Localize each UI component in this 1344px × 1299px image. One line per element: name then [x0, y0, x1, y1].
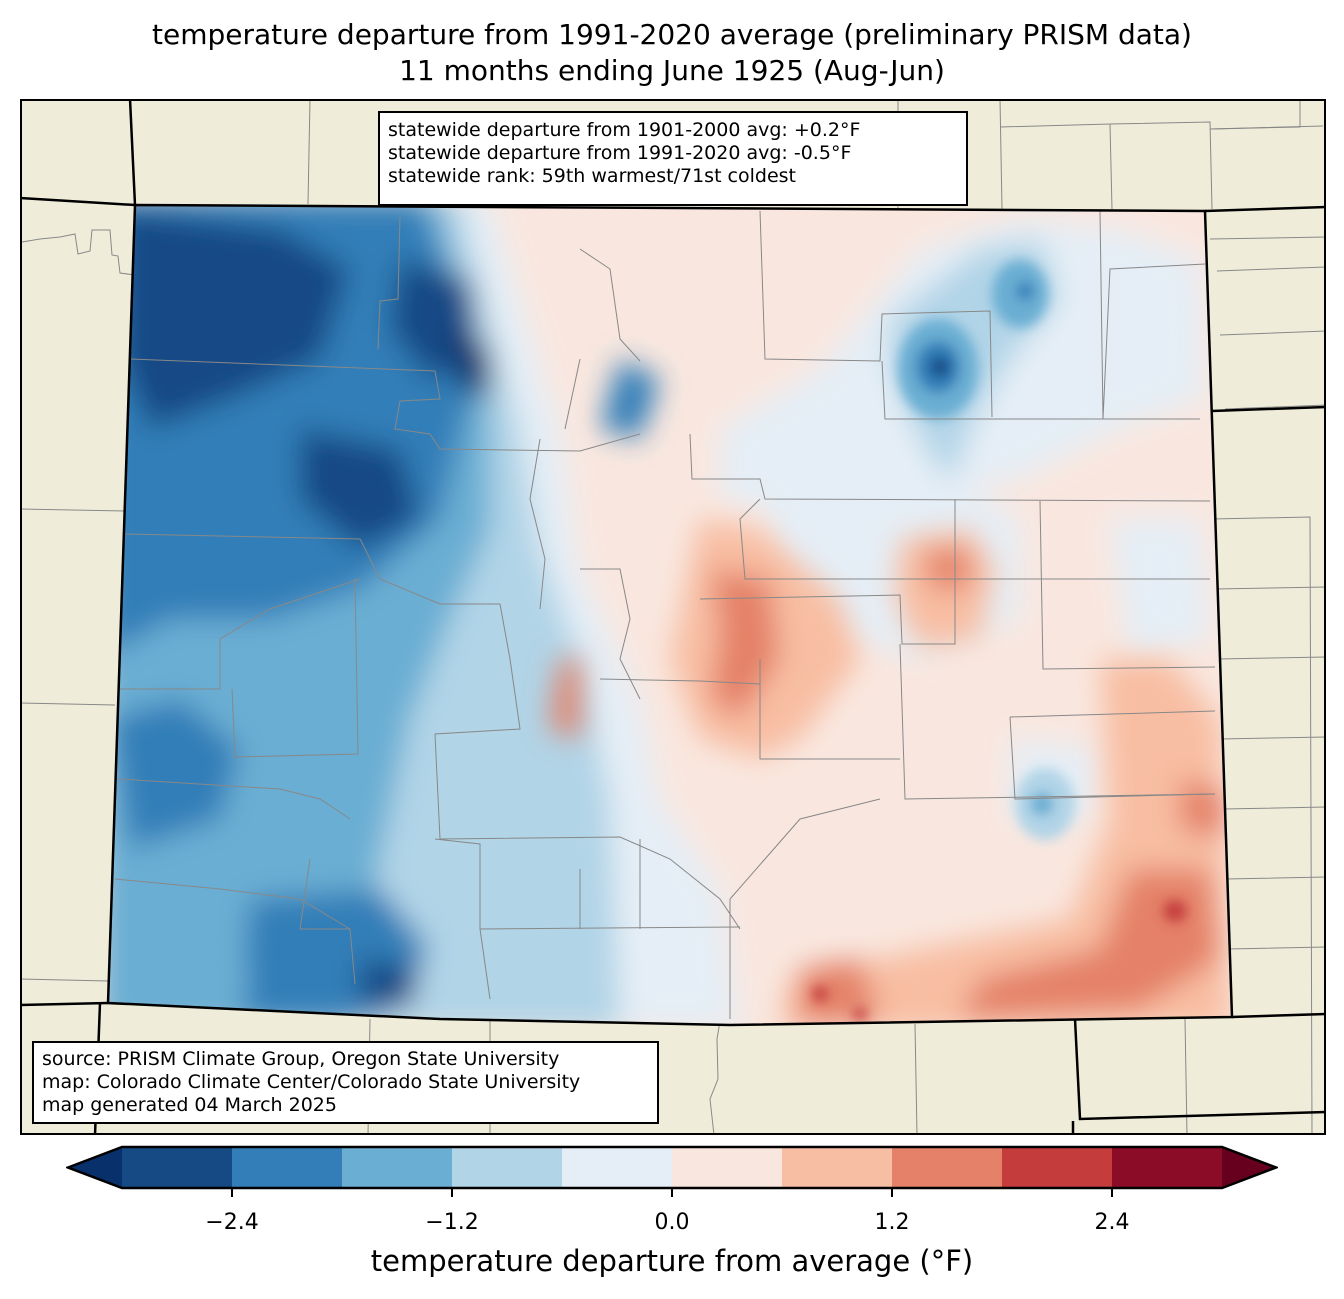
- colorbar-segment: [452, 1147, 563, 1188]
- colorbar-label: temperature departure from average (°F): [370, 1244, 974, 1278]
- colorbar-tick-mark: [451, 1188, 453, 1197]
- colorbar-tick-mark: [671, 1188, 673, 1197]
- stat-departure-1991-2020: statewide departure from 1991-2020 avg: …: [388, 142, 852, 164]
- colorbar-tick-label: 1.2: [874, 1210, 910, 1235]
- colorbar-segment: [122, 1147, 233, 1188]
- colorbar-tick-label: −1.2: [425, 1210, 479, 1235]
- colorbar-segment: [1112, 1147, 1223, 1188]
- map-title: temperature departure from 1991-2020 ave…: [152, 18, 1192, 51]
- colorado-county-lines: [114, 210, 1216, 1019]
- map-subtitle: 11 months ending June 1925 (Aug-Jun): [399, 54, 945, 87]
- stat-departure-1901-2000: statewide departure from 1901-2000 avg: …: [388, 119, 861, 141]
- source-box: source: PRISM Climate Group, Oregon Stat…: [32, 1041, 659, 1124]
- colorbar-segment: [892, 1147, 1003, 1188]
- colorbar-segment: [672, 1147, 783, 1188]
- stat-rank: statewide rank: 59th warmest/71st coldes…: [388, 165, 797, 187]
- colorbar-segment: [342, 1147, 453, 1188]
- colorado-border: [106, 203, 1234, 1027]
- colorbar-tick-mark: [1111, 1188, 1113, 1197]
- colorbar-segment: [232, 1147, 343, 1188]
- temperature-field: [108, 205, 1232, 1025]
- generated-date-line: map generated 04 March 2025: [42, 1094, 337, 1116]
- colorbar-over-extend: [1222, 1147, 1276, 1188]
- neighbor-county-lines: [20, 99, 1326, 1135]
- map-panel: [20, 99, 1326, 1135]
- map-credit-line: map: Colorado Climate Center/Colorado St…: [42, 1071, 581, 1093]
- colorbar-tick-label: 2.4: [1094, 1210, 1130, 1235]
- colorbar-segment: [1002, 1147, 1113, 1188]
- colorbar-tick-label: 0.0: [654, 1210, 690, 1235]
- colorbar-under-extend: [68, 1147, 122, 1188]
- map-frame: [20, 99, 1326, 1135]
- statewide-stats-box: statewide departure from 1901-2000 avg: …: [378, 111, 968, 206]
- source-line: source: PRISM Climate Group, Oregon Stat…: [42, 1048, 560, 1070]
- colorado-temperature-map: [20, 99, 1326, 1135]
- colorbar-segment: [562, 1147, 673, 1188]
- colorbar-segment: [782, 1147, 893, 1188]
- colorbar-tick-mark: [891, 1188, 893, 1197]
- colorbar-tick-label: −2.4: [205, 1210, 259, 1235]
- colorbar: [66, 1145, 1278, 1190]
- colorbar-tick-mark: [231, 1188, 233, 1197]
